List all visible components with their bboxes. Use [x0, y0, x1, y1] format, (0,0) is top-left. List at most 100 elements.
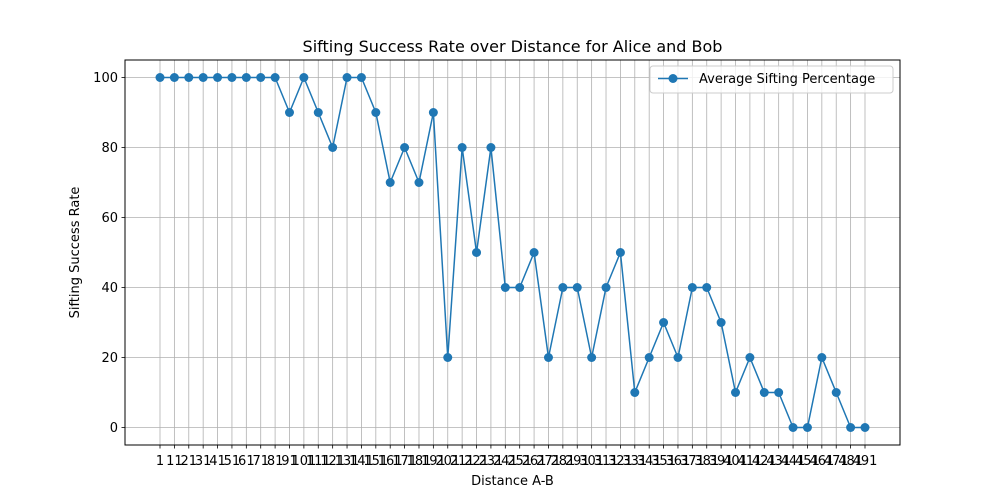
x-tick-label: 141: [349, 454, 374, 469]
data-point: [328, 143, 338, 152]
grid: [125, 60, 900, 445]
x-tick-label: 201: [435, 454, 460, 469]
data-point: [601, 283, 611, 292]
legend: Average Sifting Percentage: [649, 65, 894, 94]
data-point: [198, 73, 208, 82]
data-point: [414, 178, 424, 187]
x-tick-label: 371: [680, 454, 705, 469]
data-point: [817, 353, 827, 362]
data-point: [385, 178, 395, 187]
data-point: [860, 423, 870, 432]
x-tick-label: 61: [238, 454, 255, 469]
x-tick-label: 281: [550, 454, 575, 469]
x-tick-label: 381: [694, 454, 719, 469]
data-point: [313, 108, 323, 117]
data-point: [486, 143, 496, 152]
x-tick-label: 441: [781, 454, 806, 469]
x-tick-label: 151: [363, 454, 388, 469]
x-tick-label: 191: [421, 454, 446, 469]
x-tick-label: 401: [723, 454, 748, 469]
data-point: [155, 73, 165, 82]
data-point: [256, 73, 266, 82]
y-tick-label: 0: [110, 421, 118, 436]
x-tick-label: 291: [565, 454, 590, 469]
x-tick-label: 241: [493, 454, 518, 469]
x-tick-label: 491: [853, 454, 878, 469]
y-tick-label: 40: [101, 281, 118, 296]
x-tick-label: 181: [407, 454, 432, 469]
data-point: [400, 143, 410, 152]
data-point: [472, 248, 482, 257]
x-tick-label: 351: [651, 454, 676, 469]
x-tick-label: 331: [622, 454, 647, 469]
y-axis-label: Sifting Success Rate: [68, 187, 83, 319]
x-tick-label: 91: [281, 454, 298, 469]
x-tick-label: 121: [320, 454, 345, 469]
x-tick-label: 51: [224, 454, 241, 469]
x-tick-label: 471: [824, 454, 849, 469]
x-tick-label: 321: [608, 454, 633, 469]
data-point: [356, 73, 366, 82]
x-tick-label: 461: [809, 454, 834, 469]
x-tick-label: 1: [156, 454, 164, 469]
data-point: [558, 283, 568, 292]
data-point: [457, 143, 467, 152]
data-point: [184, 73, 194, 82]
x-tick-label: 221: [464, 454, 489, 469]
y-tick-label: 20: [101, 351, 118, 366]
data-point: [687, 283, 697, 292]
data-point: [284, 108, 294, 117]
data-point: [659, 318, 669, 327]
legend-label: Average Sifting Percentage: [699, 72, 875, 87]
x-tick-label: 41: [209, 454, 226, 469]
x-axis-label: Distance A-B: [471, 474, 554, 489]
y-tick-label: 80: [101, 141, 118, 156]
legend-marker: [668, 74, 678, 83]
x-tick-label: 301: [579, 454, 604, 469]
data-point: [572, 283, 582, 292]
data-point: [615, 248, 625, 257]
data-point: [299, 73, 309, 82]
x-tick-label: 171: [392, 454, 417, 469]
data-point: [587, 353, 597, 362]
x-tick-label: 111: [306, 454, 331, 469]
x-tick-label: 261: [522, 454, 547, 469]
data-point: [831, 388, 841, 397]
y-tick-label: 100: [93, 71, 118, 86]
data-point: [342, 73, 352, 82]
x-tick-label: 31: [195, 454, 212, 469]
x-tick-label: 211: [450, 454, 475, 469]
data-point: [443, 353, 453, 362]
x-tick-label: 251: [507, 454, 532, 469]
series-line: [160, 76, 865, 429]
data-point: [543, 353, 553, 362]
y-tick-label: 60: [101, 211, 118, 226]
x-tick-label: 271: [536, 454, 561, 469]
x-tick-label: 81: [267, 454, 284, 469]
data-point: [759, 388, 769, 397]
data-point: [270, 73, 280, 82]
data-point: [515, 283, 525, 292]
data-point: [673, 353, 683, 362]
x-tick-label: 391: [709, 454, 734, 469]
data-point: [428, 108, 438, 117]
data-point: [644, 353, 654, 362]
x-tick-label: 361: [666, 454, 691, 469]
x-tick-label: 231: [479, 454, 504, 469]
data-point: [371, 108, 381, 117]
x-tick-label: 341: [637, 454, 662, 469]
plot-area-frame: [124, 59, 901, 446]
x-tick-label: 71: [252, 454, 269, 469]
data-point: [731, 388, 741, 397]
data-point: [529, 248, 539, 257]
series-layer: [155, 73, 870, 432]
x-tick-label: 161: [378, 454, 403, 469]
x-tick-label: 101: [291, 454, 316, 469]
data-point: [716, 318, 726, 327]
x-tick-label: 411: [737, 454, 762, 469]
data-point: [846, 423, 856, 432]
x-tick-label: 431: [766, 454, 791, 469]
x-tick-label: 421: [752, 454, 777, 469]
data-point: [702, 283, 712, 292]
